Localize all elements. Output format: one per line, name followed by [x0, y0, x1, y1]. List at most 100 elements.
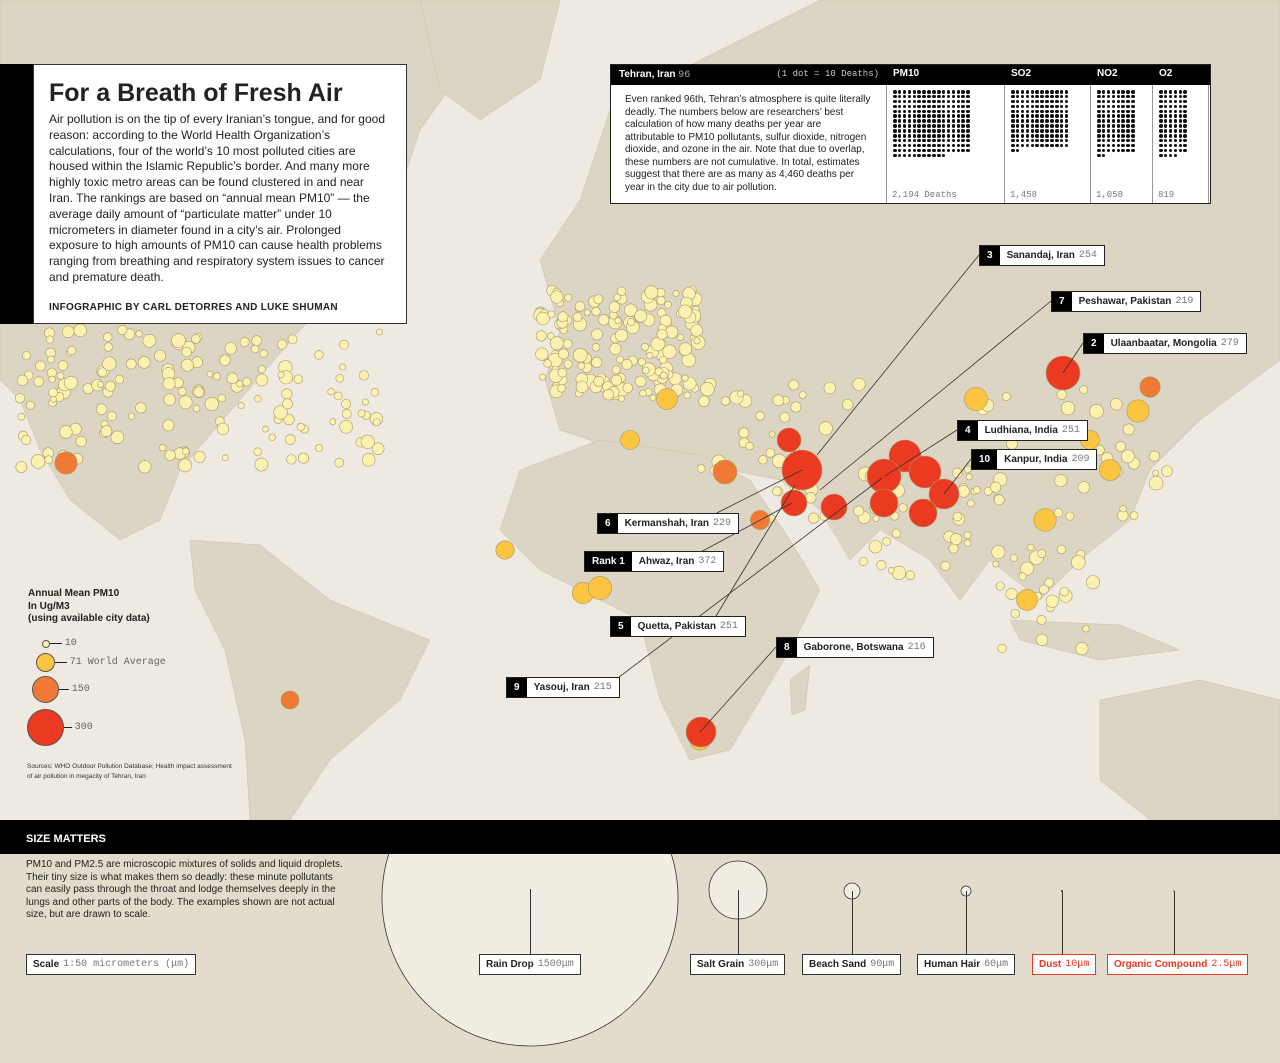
city-dot: [268, 433, 276, 441]
death-dot: [1101, 109, 1106, 114]
death-dot: [951, 134, 956, 138]
leader-line: [943, 458, 972, 495]
death-dot: [937, 119, 941, 123]
death-dot: [1035, 90, 1039, 94]
city-dot: [656, 388, 678, 410]
death-dot: [937, 134, 941, 138]
city-dot: [672, 290, 680, 297]
death-dot: [937, 109, 941, 114]
death-dot: [922, 114, 926, 118]
death-dot: [1131, 129, 1135, 133]
city-dot: [339, 419, 353, 434]
city-dot: [159, 444, 167, 452]
tehran-rank: 96: [678, 70, 691, 81]
death-dot: [1178, 114, 1183, 118]
death-dot: [946, 99, 951, 104]
death-dot: [1035, 129, 1039, 133]
death-dot: [961, 104, 965, 109]
death-dot: [1045, 114, 1049, 118]
city-dot: [495, 540, 515, 560]
death-dot: [941, 104, 946, 109]
death-dot: [966, 138, 970, 143]
death-dot: [1035, 138, 1039, 143]
death-dot: [951, 109, 956, 114]
death-dot: [1106, 99, 1111, 104]
death-dot: [951, 119, 956, 123]
death-dot: [1064, 134, 1069, 138]
city-dot: [608, 301, 621, 313]
city-dot: [678, 342, 693, 356]
death-dot: [902, 119, 907, 123]
death-dot: [902, 94, 907, 99]
death-dot: [941, 124, 946, 128]
death-dot: [897, 94, 902, 99]
city-dot: [281, 388, 293, 400]
death-dot: [956, 90, 961, 94]
city-dot: [221, 454, 229, 462]
death-dot: [1020, 119, 1025, 123]
death-dot: [1011, 124, 1015, 128]
city-dot: [948, 543, 959, 554]
death-dot: [1159, 114, 1163, 118]
city-dot: [712, 459, 738, 485]
death-dot: [961, 143, 965, 148]
city-dot: [614, 317, 622, 325]
death-dot: [961, 109, 965, 114]
death-dot: [902, 99, 907, 104]
city-dot: [547, 310, 556, 319]
death-dot: [1020, 94, 1025, 99]
city-dot: [665, 325, 679, 339]
city-dot: [1054, 474, 1068, 488]
ranking-callout: 9 Yasouj, Iran 215: [506, 677, 620, 698]
city-dot: [254, 457, 269, 472]
city-dot: [615, 328, 629, 342]
dot-column-pm10: PM10 2,194 Deaths: [887, 68, 1005, 203]
death-dot: [1025, 99, 1030, 104]
city-dot: [963, 539, 972, 547]
city-dot: [239, 337, 250, 348]
death-dot: [1121, 148, 1125, 153]
death-dot: [1183, 109, 1187, 114]
city-dot: [358, 370, 369, 381]
death-dot: [1121, 90, 1125, 94]
death-dot: [1097, 104, 1101, 109]
death-dot: [941, 148, 946, 153]
city-dot: [557, 383, 566, 393]
city-dot: [957, 485, 970, 498]
city-name: Sanandaj, Iran: [1006, 250, 1075, 261]
death-dot: [951, 143, 956, 148]
death-dot: [951, 94, 956, 99]
death-dot: [1111, 94, 1116, 99]
death-dot: [1015, 148, 1020, 153]
death-dot: [907, 90, 912, 94]
death-dot: [1168, 119, 1173, 123]
death-dot: [897, 90, 902, 94]
death-dot: [907, 148, 912, 153]
death-dot: [907, 143, 912, 148]
death-dot: [1101, 129, 1106, 133]
city-dot: [642, 366, 650, 375]
leader-line: [816, 254, 980, 456]
death-dot: [893, 153, 897, 158]
city-dot: [257, 365, 266, 374]
death-dot: [1101, 114, 1106, 118]
death-dot: [902, 104, 907, 109]
city-dot: [634, 375, 647, 388]
death-dot: [937, 94, 941, 99]
death-dot: [927, 148, 931, 153]
city-dot: [593, 294, 604, 305]
death-dot: [946, 148, 951, 153]
city-dot: [1001, 392, 1011, 401]
death-dot: [1055, 134, 1059, 138]
death-dot: [1159, 90, 1163, 94]
death-dot: [1173, 119, 1178, 123]
death-dot: [1121, 138, 1125, 143]
death-dot: [1101, 99, 1106, 104]
death-dot: [922, 143, 926, 148]
city-dot: [138, 460, 152, 474]
city-dot: [192, 404, 201, 413]
city-dot: [611, 365, 621, 375]
city-dot: [16, 374, 29, 387]
death-dot: [1183, 129, 1187, 133]
death-dot: [1025, 109, 1030, 114]
